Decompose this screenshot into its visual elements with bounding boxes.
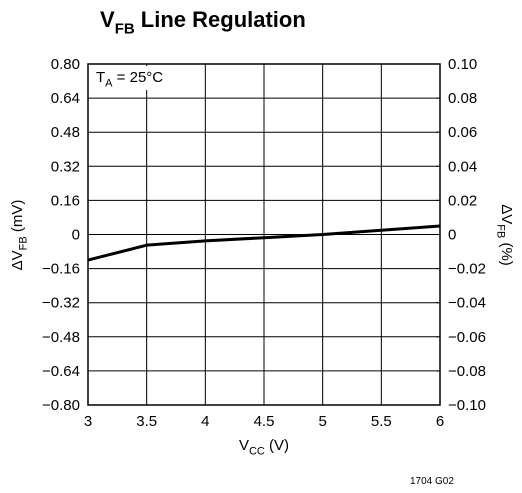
y2-axis-label-sub: FB (495, 224, 507, 238)
x-tick-label: 4.5 (254, 413, 275, 430)
y-tick-label: 0.64 (51, 90, 80, 107)
x-axis-label: VCC (V) (239, 437, 289, 458)
x-tick-label: 3 (84, 413, 92, 430)
y-axis-label-sub: FB (18, 236, 30, 250)
y2-axis-label: ΔVFB (%) (495, 204, 516, 266)
y2-axis-label-main: ΔV (498, 204, 515, 224)
x-tick-label: 5 (318, 413, 326, 430)
y-tick-label: 0.80 (51, 56, 80, 73)
y-axis-label-rest: (mV) (9, 200, 26, 237)
y-tick-label: −0.48 (42, 329, 80, 346)
chart-title-main: V (100, 7, 115, 32)
y2-tick-label: −0.10 (448, 397, 486, 414)
footnote: 1704 G02 (410, 476, 454, 487)
annotation-sub: A (105, 78, 113, 90)
x-axis-label-rest: (V) (265, 437, 289, 454)
y2-tick-label: 0.08 (448, 90, 477, 107)
chart-title-rest: Line Regulation (135, 7, 306, 32)
annotation-rest: = 25°C (113, 69, 164, 86)
y-tick-label: 0 (72, 227, 80, 244)
y-tick-label: 0.16 (51, 192, 80, 209)
annotation: TA = 25°C (96, 69, 163, 90)
y-axis-label: ΔVFB (mV) (9, 200, 30, 271)
y2-tick-label: −0.06 (448, 329, 486, 346)
chart-title: VFB Line Regulation (100, 7, 306, 38)
y2-axis-label-rest: (%) (498, 238, 515, 266)
y-tick-label: −0.32 (42, 295, 80, 312)
x-tick-label: 5.5 (371, 413, 392, 430)
y-tick-label: −0.16 (42, 261, 80, 278)
y2-tick-label: −0.04 (448, 295, 486, 312)
x-tick-label: 3.5 (136, 413, 157, 430)
x-tick-label: 4 (201, 413, 209, 430)
y-tick-label: 0.48 (51, 124, 80, 141)
y-axis-label-main: ΔV (9, 250, 26, 270)
x-axis-label-main: V (239, 437, 249, 454)
y2-tick-label: 0.04 (448, 158, 477, 175)
x-axis-label-sub: CC (249, 446, 265, 458)
y2-tick-label: 0 (448, 227, 456, 244)
y-tick-label: 0.32 (51, 158, 80, 175)
y2-tick-label: −0.02 (448, 261, 486, 278)
y2-tick-label: −0.08 (448, 363, 486, 380)
y-tick-label: −0.64 (42, 363, 80, 380)
data-line (87, 224, 441, 262)
y2-tick-label: 0.10 (448, 56, 477, 73)
y2-tick-label: 0.06 (448, 124, 477, 141)
y-tick-label: −0.80 (42, 397, 80, 414)
chart-title-sub: FB (115, 21, 135, 38)
y2-tick-label: 0.02 (448, 192, 477, 209)
x-tick-label: 6 (436, 413, 444, 430)
annotation-main: T (96, 69, 105, 86)
annotation-bg (92, 66, 162, 90)
